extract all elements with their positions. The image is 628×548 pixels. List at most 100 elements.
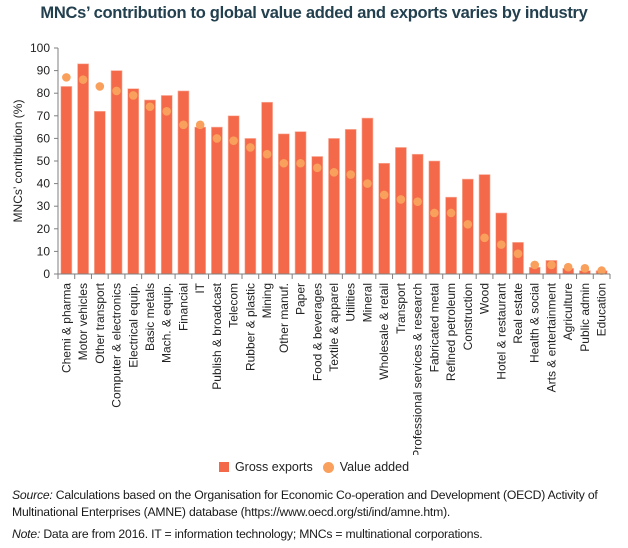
x-tick-label: Hotel & restaurant — [494, 282, 508, 379]
x-tick-label: Mineral — [360, 283, 374, 322]
y-axis-label: MNCs’ contribution (%) — [11, 100, 25, 223]
gross-exports-bar — [60, 86, 73, 275]
general-note: Note: Data are from 2016. IT = informati… — [12, 526, 618, 543]
x-tick-label: Refined petroleum — [444, 283, 458, 381]
x-tick-label: Utilities — [344, 283, 358, 322]
legend-label: Gross exports — [234, 460, 313, 474]
legend-item-value-added: Value added — [322, 460, 409, 474]
value-added-dot — [246, 143, 255, 152]
source-note: Source: Calculations based on the Organi… — [12, 487, 618, 521]
x-tick-label: Construction — [461, 283, 475, 350]
value-added-dot — [597, 266, 606, 275]
gross-exports-bar — [211, 126, 223, 275]
x-tick-label: Transport — [394, 282, 408, 334]
value-added-dot — [480, 233, 489, 243]
gross-exports-bar — [361, 117, 374, 275]
value-added-dot — [112, 86, 121, 96]
y-tick-label: 50 — [37, 154, 51, 168]
gross-exports-bar — [478, 174, 491, 275]
value-added-dot — [363, 179, 372, 188]
gross-exports-bar — [344, 129, 357, 275]
value-added-dot — [513, 249, 523, 258]
gross-exports-bar — [311, 156, 324, 275]
value-added-dot — [530, 260, 540, 270]
chart-title: MNCs’ contribution to global value added… — [40, 4, 588, 22]
x-tick-label: IT — [193, 282, 207, 293]
value-added-dot — [162, 106, 172, 116]
chart-notes: Source: Calculations based on the Organi… — [12, 487, 618, 548]
legend: Gross exports Value added — [0, 460, 628, 474]
x-tick-label: Computer & electronics — [110, 283, 124, 408]
gross-exports-bar — [160, 95, 173, 275]
y-tick-label: 70 — [37, 109, 51, 123]
value-added-dot — [229, 136, 238, 145]
x-tick-label: Paper — [294, 283, 308, 315]
x-tick-label: Wood — [478, 283, 492, 314]
x-tick-label: Textile & apparel — [327, 283, 341, 372]
value-added-dot — [463, 219, 473, 229]
value-added-dot — [346, 170, 356, 179]
gross-exports-bar — [395, 147, 407, 275]
y-tick-label: 40 — [37, 177, 51, 191]
value-added-dot — [547, 260, 556, 270]
x-tick-label: Telecom — [227, 283, 241, 328]
value-added-dot — [128, 91, 138, 100]
gross-exports-bar — [294, 131, 307, 275]
value-added-dot — [563, 262, 573, 272]
x-tick-label: Fabricated metal — [427, 283, 441, 372]
y-tick-label: 10 — [37, 244, 51, 258]
gross-exports-bar — [177, 90, 190, 275]
gross-exports-bar — [328, 138, 340, 275]
y-tick-label: 0 — [43, 267, 50, 281]
y-tick-label: 100 — [30, 41, 50, 55]
gross-exports-bar — [378, 162, 391, 275]
gross-exports-bar — [411, 153, 424, 275]
value-added-dot — [413, 197, 422, 206]
x-tick-label: Food & beverages — [310, 283, 324, 381]
y-axis: 0 10 20 30 40 50 60 70 80 90 100 — [30, 41, 59, 281]
value-added-dot — [379, 190, 389, 200]
value-added-dot — [296, 158, 305, 168]
legend-item-gross-exports: Gross exports — [218, 460, 313, 474]
y-tick-label: 30 — [37, 199, 51, 213]
y-tick-label: 20 — [37, 222, 51, 236]
x-tick-label: Public admin — [578, 283, 592, 352]
value-added-dot — [262, 149, 272, 159]
value-added-dot — [212, 134, 222, 143]
gross-exports-bar — [261, 101, 273, 275]
source-label: Source: — [12, 488, 53, 502]
value-added-swatch — [322, 461, 334, 473]
y-tick-label: 90 — [37, 64, 51, 78]
gross-exports-bars — [60, 63, 608, 275]
value-added-dot — [95, 82, 105, 91]
value-added-dots — [62, 73, 606, 275]
x-tick-label: Professional services & research — [411, 283, 425, 455]
value-added-dot — [145, 102, 155, 112]
value-added-dot — [78, 75, 88, 84]
value-added-dot — [195, 120, 205, 130]
note-label: Note: — [12, 527, 41, 541]
x-tick-label: Education — [595, 283, 609, 336]
gross-exports-bar — [93, 110, 106, 275]
value-added-dot — [580, 264, 590, 273]
x-tick-label: Financial — [176, 283, 190, 331]
x-tick-label: Mach. & equip. — [160, 283, 174, 363]
x-tick-label: Rubber & plastic — [243, 283, 257, 371]
gross-exports-bar — [277, 133, 290, 275]
x-tick-label: Chemi & pharma — [59, 283, 73, 373]
value-added-dot — [430, 208, 439, 218]
x-tick-label: Basic metals — [143, 283, 157, 351]
gross-exports-bar — [244, 138, 257, 275]
x-tick-label: Electrical equip. — [126, 283, 140, 368]
value-added-dot — [329, 168, 339, 177]
bar-chart: 0 10 20 30 40 50 60 70 80 90 100 Chemi & pharma Mot… — [11, 41, 611, 455]
gross-exports-swatch — [218, 462, 229, 472]
x-tick-label: Other transport — [93, 282, 107, 363]
value-added-dot — [279, 158, 289, 168]
gross-exports-bar — [428, 160, 441, 275]
gross-exports-bar — [194, 126, 207, 275]
value-added-dot — [496, 240, 506, 249]
x-tick-label: Arts & entertainment — [544, 282, 558, 392]
value-added-dot — [62, 73, 71, 82]
x-tick-label: Agriculture — [561, 283, 575, 341]
